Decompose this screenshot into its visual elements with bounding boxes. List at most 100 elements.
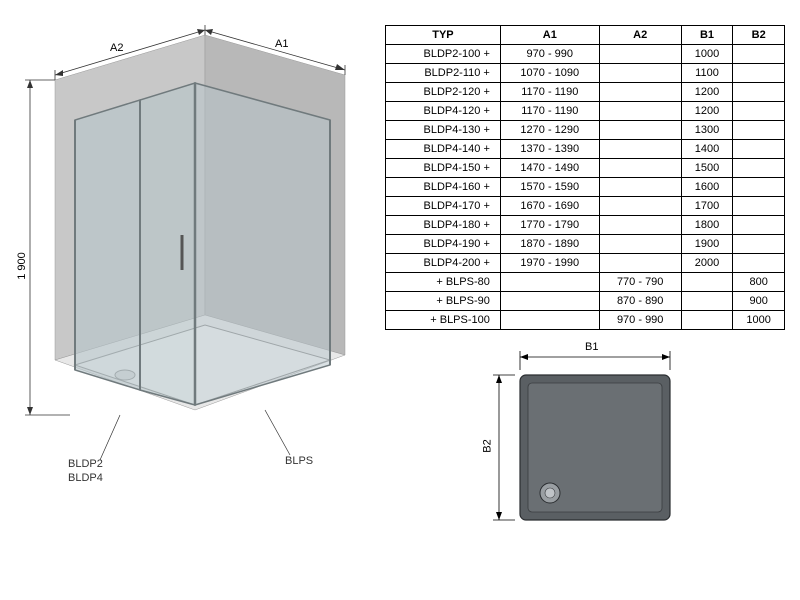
- table-cell: [733, 178, 785, 197]
- col-header: A1: [500, 26, 599, 45]
- dim-a1: A1: [275, 38, 288, 50]
- table-cell: [681, 311, 733, 330]
- tray-diagram: B1 B2: [485, 345, 685, 535]
- table-cell: 1000: [733, 311, 785, 330]
- table-cell: [733, 121, 785, 140]
- dim-a2: A2: [110, 42, 123, 54]
- table-cell: + BLPS-80: [386, 273, 501, 292]
- table-cell: [599, 178, 681, 197]
- table-cell: [681, 292, 733, 311]
- table-cell: [599, 254, 681, 273]
- table-cell: 1970 - 1990: [500, 254, 599, 273]
- table-cell: 1070 - 1090: [500, 64, 599, 83]
- table-cell: [599, 140, 681, 159]
- table-cell: [599, 235, 681, 254]
- table-cell: 1170 - 1190: [500, 83, 599, 102]
- table-row: + BLPS-100 970 - 990 1000: [386, 311, 785, 330]
- table-row: + BLPS-80770 - 790800: [386, 273, 785, 292]
- table-cell: [733, 216, 785, 235]
- table-cell: [599, 159, 681, 178]
- table-cell: BLDP4-190 +: [386, 235, 501, 254]
- table-cell: [733, 102, 785, 121]
- table-cell: BLDP2-100 +: [386, 45, 501, 64]
- table-cell: [733, 45, 785, 64]
- table-cell: [599, 83, 681, 102]
- table-cell: 1400: [681, 140, 733, 159]
- glass-panel-left-2: [140, 83, 195, 405]
- table-cell: 1270 - 1290: [500, 121, 599, 140]
- table-row: BLDP2-110 +1070 - 10901100: [386, 64, 785, 83]
- table-cell: 1870 - 1890: [500, 235, 599, 254]
- table-cell: [733, 83, 785, 102]
- table-row: BLDP4-120 +1170 - 1190 1200: [386, 102, 785, 121]
- table-cell: BLDP2-110 +: [386, 64, 501, 83]
- table-cell: [733, 197, 785, 216]
- table-cell: 1200: [681, 83, 733, 102]
- table-cell: [733, 140, 785, 159]
- table-cell: BLDP4-140 +: [386, 140, 501, 159]
- dim-height: 1 900: [16, 252, 28, 280]
- glass-panel-left-1: [75, 100, 140, 390]
- col-header: TYP: [386, 26, 501, 45]
- table-cell: BLDP4-130 +: [386, 121, 501, 140]
- table-cell: 1000: [681, 45, 733, 64]
- table-row: BLDP4-200 +1970 - 1990 2000: [386, 254, 785, 273]
- table-cell: [599, 121, 681, 140]
- table-cell: BLDP4-120 +: [386, 102, 501, 121]
- dimensions-table: TYPA1A2B1B2 BLDP2-100 +970 - 9901000BLDP…: [385, 25, 785, 330]
- col-header: A2: [599, 26, 681, 45]
- table-cell: 1670 - 1690: [500, 197, 599, 216]
- table-cell: 1770 - 1790: [500, 216, 599, 235]
- part-bldp2: BLDP2: [68, 458, 103, 470]
- table-cell: 1570 - 1590: [500, 178, 599, 197]
- table-cell: 900: [733, 292, 785, 311]
- table-cell: BLDP4-180 +: [386, 216, 501, 235]
- table-cell: 1900: [681, 235, 733, 254]
- table-cell: 2000: [681, 254, 733, 273]
- table-cell: BLDP4-170 +: [386, 197, 501, 216]
- table-cell: [599, 102, 681, 121]
- table-cell: [500, 311, 599, 330]
- table-cell: + BLPS-100: [386, 311, 501, 330]
- table-row: BLDP4-190 +1870 - 1890 1900: [386, 235, 785, 254]
- table-row: BLDP4-170 +1670 - 16901700: [386, 197, 785, 216]
- table-cell: 970 - 990: [500, 45, 599, 64]
- table-row: BLDP4-140 +1370 - 13901400: [386, 140, 785, 159]
- iso-view-panel: A2 A1 1 900 BLDP2 BLDP4 BLPS: [0, 0, 380, 600]
- table-row: BLDP4-180 +1770 - 1790 1800: [386, 216, 785, 235]
- table-cell: 1300: [681, 121, 733, 140]
- table-cell: 870 - 890: [599, 292, 681, 311]
- dim-b1: B1: [585, 341, 598, 353]
- table-cell: 1200: [681, 102, 733, 121]
- table-row: BLDP4-160 +1570 - 1590 1600: [386, 178, 785, 197]
- dim-b2: B2: [482, 439, 494, 452]
- table-cell: 1800: [681, 216, 733, 235]
- table-row: BLDP2-120 +1170 - 1190 1200: [386, 83, 785, 102]
- table-cell: [599, 216, 681, 235]
- table-row: BLDP2-100 +970 - 990 1000: [386, 45, 785, 64]
- table-cell: [733, 64, 785, 83]
- table-row: BLDP4-130 +1270 - 1290 1300: [386, 121, 785, 140]
- table-cell: BLDP4-200 +: [386, 254, 501, 273]
- table-cell: [500, 273, 599, 292]
- table-cell: [599, 45, 681, 64]
- table-cell: 1170 - 1190: [500, 102, 599, 121]
- table-row: + BLPS-90 870 - 890 900: [386, 292, 785, 311]
- table-cell: + BLPS-90: [386, 292, 501, 311]
- table-cell: BLDP4-160 +: [386, 178, 501, 197]
- table-cell: 970 - 990: [599, 311, 681, 330]
- table-cell: 1470 - 1490: [500, 159, 599, 178]
- table-cell: [733, 159, 785, 178]
- table-cell: [599, 64, 681, 83]
- table-cell: 1500: [681, 159, 733, 178]
- table-cell: BLDP2-120 +: [386, 83, 501, 102]
- glass-panel-right: [195, 83, 330, 405]
- table-cell: 1600: [681, 178, 733, 197]
- table-cell: [733, 254, 785, 273]
- table-cell: [733, 235, 785, 254]
- table-row: BLDP4-150 +1470 - 14901500: [386, 159, 785, 178]
- table-cell: 800: [733, 273, 785, 292]
- table-cell: [500, 292, 599, 311]
- col-header: B2: [733, 26, 785, 45]
- table-cell: [681, 273, 733, 292]
